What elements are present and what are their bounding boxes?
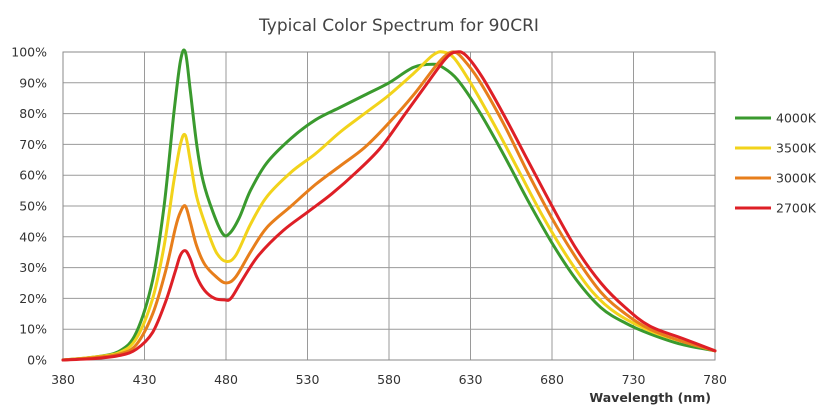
legend-label-3500K: 3500K (776, 141, 817, 156)
y-tick-label: 0% (27, 353, 47, 368)
x-tick-label: 580 (377, 372, 401, 387)
chart-title: Typical Color Spectrum for 90CRI (258, 16, 539, 36)
y-tick-label: 100% (11, 45, 47, 60)
series-line-2700K (61, 50, 717, 362)
y-tick-label: 30% (19, 260, 47, 275)
x-axis-label: Wavelength (nm) (589, 390, 711, 405)
x-tick-label: 680 (540, 372, 564, 387)
y-tick-label: 70% (19, 137, 47, 152)
x-tick-label: 730 (622, 372, 646, 387)
y-axis-ticks: 0% 10% 20% 30% 40% 50% 60% 70% 80% 90% 100% (11, 45, 47, 368)
y-tick-label: 40% (19, 229, 47, 244)
grid (63, 52, 715, 360)
x-tick-label: 630 (459, 372, 483, 387)
x-tick-label: 480 (214, 372, 238, 387)
y-tick-label: 60% (19, 168, 47, 183)
legend-label-4000K: 4000K (776, 111, 817, 126)
plot-area-frame (62, 51, 716, 361)
series-line-3000K (61, 50, 717, 362)
x-axis-ticks: 380 430 480 530 580 630 680 730 780 (51, 372, 727, 387)
x-tick-label: 530 (296, 372, 320, 387)
legend-label-2700K: 2700K (776, 201, 817, 216)
series-lines (61, 48, 717, 362)
y-tick-label: 90% (19, 75, 47, 90)
x-tick-label: 430 (133, 372, 157, 387)
x-tick-label: 780 (703, 372, 727, 387)
y-tick-label: 50% (19, 199, 47, 214)
x-tick-label: 380 (51, 372, 75, 387)
y-tick-label: 10% (19, 322, 47, 337)
legend: 4000K 3500K 3000K 2700K (735, 111, 817, 216)
y-tick-label: 80% (19, 106, 47, 121)
series-line-4000K (61, 48, 717, 362)
legend-label-3000K: 3000K (776, 171, 817, 186)
series-line-3500K (61, 50, 717, 362)
y-tick-label: 20% (19, 291, 47, 306)
